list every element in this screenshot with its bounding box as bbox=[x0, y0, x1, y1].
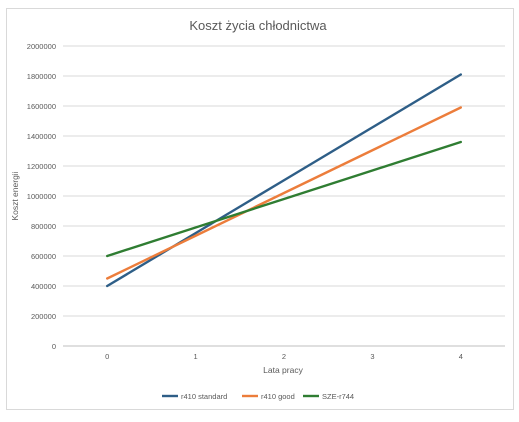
series-line bbox=[105, 140, 462, 258]
chart-title: Koszt życia chłodnictwa bbox=[189, 18, 327, 33]
y-tick-label: 1800000 bbox=[27, 72, 56, 81]
y-tick-label: 400000 bbox=[31, 282, 56, 291]
y-tick-label: 600000 bbox=[31, 252, 56, 261]
y-tick-label: 0 bbox=[52, 342, 56, 351]
y-tick-label: 1200000 bbox=[27, 162, 56, 171]
y-tick-label: 1400000 bbox=[27, 132, 56, 141]
x-tick-label: 3 bbox=[370, 352, 374, 361]
x-tick-label: 1 bbox=[194, 352, 198, 361]
chart-frame bbox=[6, 8, 514, 410]
y-tick-label: 200000 bbox=[31, 312, 56, 321]
series-line bbox=[105, 106, 462, 280]
y-axis-title: Koszt energii bbox=[10, 171, 20, 220]
y-tick-label: 2000000 bbox=[27, 42, 56, 51]
y-tick-label: 1600000 bbox=[27, 102, 56, 111]
gridlines bbox=[63, 45, 505, 347]
legend-label: r410 good bbox=[261, 392, 295, 401]
x-tick-labels: 0 1 2 3 4 bbox=[105, 352, 463, 361]
x-axis-title: Lata pracy bbox=[263, 365, 303, 375]
x-tick-label: 4 bbox=[459, 352, 463, 361]
x-tick-label: 0 bbox=[105, 352, 109, 361]
y-tick-label: 1000000 bbox=[27, 192, 56, 201]
legend: r410 standard r410 good SZE-r744 bbox=[162, 392, 354, 401]
x-tick-label: 2 bbox=[282, 352, 286, 361]
series-lines bbox=[105, 73, 462, 288]
y-tick-label: 800000 bbox=[31, 222, 56, 231]
legend-label: r410 standard bbox=[181, 392, 227, 401]
legend-label: SZE-r744 bbox=[322, 392, 354, 401]
y-tick-labels: 0 200000 400000 600000 800000 1000000 1200000 1… bbox=[27, 42, 56, 351]
